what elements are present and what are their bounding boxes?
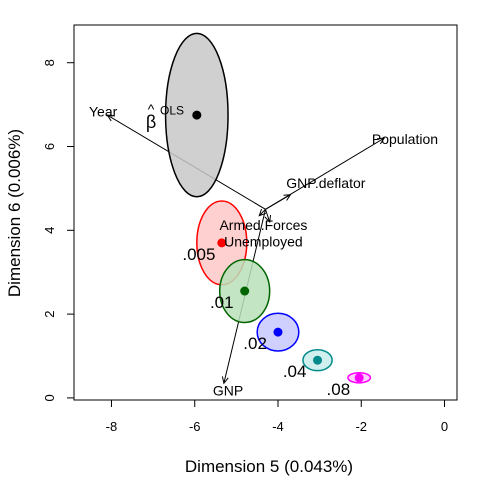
- vector-gnp-deflator: [265, 194, 291, 210]
- vector-label-gnp-deflator: GNP.deflator: [286, 175, 365, 191]
- vector-label-population: Population: [372, 131, 438, 147]
- x-tick-label-4: 0: [441, 419, 448, 434]
- point-labels: Year Population GNP.deflator Armed.ForcesUn…: [89, 101, 438, 399]
- vector-label-armed-forces: Armed.Forces: [219, 217, 307, 233]
- x-tick-label-0: -8: [106, 419, 118, 434]
- ellipse-center-4: [313, 355, 323, 365]
- y-tick-label-3: 6: [42, 143, 57, 150]
- ellipse-center-0: [192, 110, 202, 120]
- ols-beta-label: β: [146, 112, 156, 132]
- vector-arrowhead-year: [106, 114, 115, 122]
- ridge-ellipses: [164, 32, 372, 384]
- ridge-k-label-5: .08: [327, 380, 351, 399]
- vector-label-gnp: GNP: [213, 382, 243, 398]
- x-tick-label-1: -6: [189, 419, 201, 434]
- vector-arrowhead-gnp: [221, 376, 229, 385]
- ridge-k-label-1: .005: [182, 245, 215, 264]
- y-tick-label-4: 8: [42, 59, 57, 66]
- vector-label-year: Year: [89, 104, 118, 120]
- ols-superscript-label: OLS: [160, 104, 184, 118]
- vector-arrowhead-gnp-deflator: [283, 194, 292, 201]
- x-axis-title: Dimension 5 (0.043%): [185, 457, 353, 476]
- x-tick-label-2: -4: [272, 419, 284, 434]
- ellipse-center-2: [240, 286, 250, 296]
- ridge-k-label-2: .01: [210, 293, 234, 312]
- ellipse-center-5: [354, 373, 364, 383]
- vector-arrowhead-armed-forces: [258, 208, 267, 217]
- y-tick-label-1: 2: [42, 310, 57, 317]
- y-axis-title: Dimension 6 (0.006%): [5, 129, 24, 297]
- y-tick-label-0: 0: [42, 394, 57, 401]
- y-axis: 0 2 4 6 8: [42, 59, 75, 402]
- x-axis: -8 -6 -4 -2 0: [106, 399, 448, 434]
- y-tick-label-2: 4: [42, 227, 57, 234]
- vector-unemployed: [265, 209, 271, 223]
- x-tick-label-3: -2: [355, 419, 367, 434]
- vector-arrowhead-unemployed: [264, 214, 272, 224]
- ridge-k-label-4: .04: [283, 362, 307, 381]
- ridge-k-label-3: .02: [243, 334, 267, 353]
- vector-label-unemployed: Unemployed: [224, 234, 303, 250]
- ellipse-center-1: [217, 238, 227, 248]
- ellipse-center-3: [273, 327, 283, 337]
- vector-arrowhead-population: [377, 137, 386, 145]
- vector-armed-forces: [258, 209, 266, 216]
- ols-hat-label: ^: [148, 101, 155, 117]
